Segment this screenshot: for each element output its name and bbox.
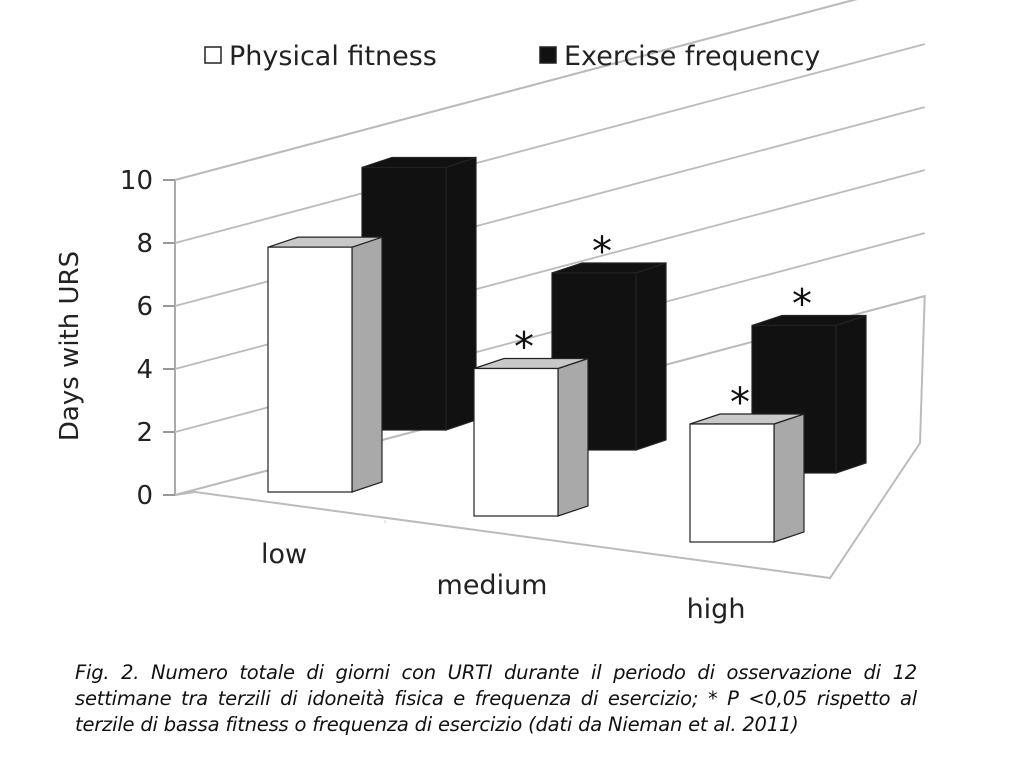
bar-physical-fitness-medium-front bbox=[473, 367, 559, 517]
legend-physical-fitness-swatch bbox=[204, 46, 222, 64]
gridline bbox=[174, 0, 857, 181]
bar-physical-fitness-medium: * bbox=[473, 325, 589, 517]
caption-line-2: settimane tra terzili di idoneità fisica… bbox=[75, 687, 917, 710]
y-tick-label: 2 bbox=[136, 418, 153, 448]
x-label-medium: medium bbox=[437, 570, 548, 601]
bar-exercise-frequency-medium-side bbox=[635, 262, 667, 451]
back-top-edge bbox=[174, 0, 858, 181]
bar-physical-fitness-high-front bbox=[689, 423, 775, 543]
legend: Physical fitness Exercise frequency bbox=[204, 41, 820, 72]
x-label-low: low bbox=[261, 539, 307, 570]
bar-physical-fitness-medium-side bbox=[557, 357, 589, 517]
bar-physical-fitness-high: * bbox=[689, 380, 805, 543]
bar-exercise-frequency-low-side bbox=[445, 156, 477, 431]
bars: * * * * bbox=[267, 156, 867, 543]
significance-marker: * bbox=[514, 325, 534, 371]
gridline bbox=[174, 43, 925, 244]
legend-exercise-frequency-swatch bbox=[539, 46, 557, 64]
bar-physical-fitness-low-side bbox=[351, 236, 383, 493]
legend-physical-fitness-label: Physical fitness bbox=[229, 41, 437, 72]
significance-marker: * bbox=[592, 229, 612, 275]
significance-marker: * bbox=[792, 282, 812, 328]
bar-physical-fitness-high-side bbox=[773, 413, 805, 543]
bar-exercise-frequency-high-side bbox=[835, 314, 867, 474]
legend-exercise-frequency-label: Exercise frequency bbox=[564, 41, 820, 72]
x-axis-labels: low medium high bbox=[261, 539, 745, 625]
bar-physical-fitness-low-front bbox=[267, 246, 353, 493]
significance-marker: * bbox=[730, 380, 750, 426]
chart: 0 2 4 6 8 10 * * * * low medium high Physical fitn… bbox=[55, 0, 926, 625]
caption-line-3: terzile di bassa fitness o frequenza di … bbox=[75, 713, 799, 736]
y-tick-label: 10 bbox=[120, 166, 153, 196]
y-axis-label: Days with URS bbox=[55, 251, 85, 441]
bar-physical-fitness-low bbox=[267, 236, 383, 493]
y-tick-label: 6 bbox=[136, 292, 153, 322]
y-axis-ticks: 0 2 4 6 8 10 bbox=[120, 166, 175, 511]
y-tick-label: 4 bbox=[136, 355, 153, 385]
figure-caption: Fig. 2. Numero totale di giorni con URTI… bbox=[75, 660, 917, 738]
x-label-high: high bbox=[687, 594, 746, 625]
caption-line-1: Fig. 2. Numero totale di giorni con URTI… bbox=[75, 661, 917, 684]
y-tick-label: 0 bbox=[136, 481, 153, 511]
y-tick-label: 8 bbox=[136, 229, 153, 259]
